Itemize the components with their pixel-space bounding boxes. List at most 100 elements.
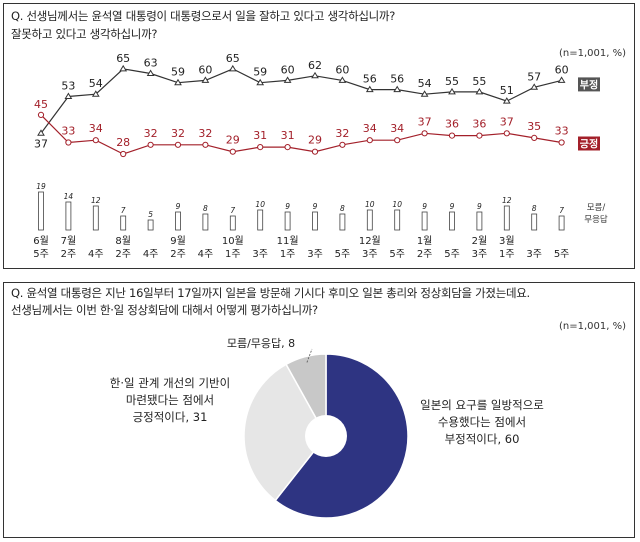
x-tick-week: 5주 [335, 249, 351, 260]
positive-point [476, 132, 483, 139]
positive-slice-label: 긍정적이다, 31 [133, 410, 208, 424]
negative-point [256, 78, 265, 86]
positive-point [558, 139, 565, 146]
positive-value-label: 32 [335, 127, 349, 140]
dk-bar [449, 211, 455, 231]
negative-point [146, 69, 155, 76]
dk-bar [394, 209, 401, 231]
x-tick-month: 10월 [222, 235, 244, 247]
series-line-positive [40, 114, 562, 155]
positive-point [174, 141, 182, 148]
positive-point [531, 134, 538, 141]
dk-bar [312, 211, 318, 231]
negative-value-label: 55 [445, 75, 459, 88]
negative-value-label: 51 [500, 84, 514, 97]
x-tick-week: 2주 [170, 249, 186, 260]
x-tick-month: 1월 [417, 235, 433, 247]
dk-bar [202, 213, 209, 231]
dk-bar-value: 14 [64, 192, 74, 201]
negative-slice-label: 일본의 요구를 일방적으로 [420, 398, 544, 412]
x-tick-month: 2월 [472, 235, 488, 247]
dk-tag-line-1: 모름/ [587, 203, 606, 213]
negative-point [502, 97, 511, 104]
negative-point [420, 90, 429, 97]
positive-value-label: 37 [418, 115, 432, 128]
dk-bar [558, 215, 565, 231]
positive-value-label: 28 [116, 136, 130, 149]
sample-note-2: (n=1,001, %) [558, 321, 626, 332]
x-tick-week: 2주 [115, 249, 131, 260]
negative-value-label: 56 [390, 73, 404, 86]
dk-bar-value: 9 [176, 202, 181, 211]
negative-point [37, 129, 45, 136]
positive-point [503, 130, 510, 137]
x-tick-month: 11월 [277, 235, 299, 247]
negative-value-label: 59 [253, 66, 267, 79]
dk-bar [531, 213, 538, 231]
slice-unknown [285, 353, 327, 439]
dk-bar-value: 12 [91, 196, 101, 205]
dk-bar [257, 209, 264, 231]
negative-point [448, 87, 456, 95]
dk-bar [284, 211, 291, 231]
positive-value-label: 34 [89, 122, 103, 135]
negative-point [557, 76, 566, 83]
positive-point [120, 150, 127, 158]
positive-value-label: 35 [527, 120, 541, 133]
dk-bar-value: 8 [203, 204, 208, 213]
dk-bar-value: 5 [148, 210, 153, 219]
positive-value-label: 36 [472, 118, 486, 131]
positive-point [229, 148, 236, 155]
x-tick-week: 5주 [33, 249, 49, 260]
positive-value-label: 45 [34, 98, 48, 111]
dk-bar-value: 7 [230, 206, 235, 215]
negative-point [201, 76, 210, 83]
dk-bar-value: 10 [392, 200, 402, 209]
x-tick-week: 4주 [198, 249, 214, 260]
negative-point [475, 87, 484, 95]
dk-bar-value: 10 [365, 200, 375, 209]
positive-value-label: 34 [390, 122, 404, 135]
positive-value-label: 33 [61, 125, 75, 138]
unknown-leader-line [306, 348, 313, 363]
dk-bar [175, 211, 181, 231]
negative-value-label: 57 [527, 70, 541, 83]
dk-bar-value: 12 [502, 196, 512, 205]
positive-value-label: 31 [281, 129, 295, 142]
dk-bar [366, 209, 373, 231]
positive-point [202, 141, 209, 148]
negative-point [228, 64, 237, 72]
donut-hole [305, 415, 347, 457]
negative-value-label: 60 [335, 63, 349, 76]
x-tick-week: 3주 [307, 249, 323, 260]
dk-bar-value: 9 [285, 202, 290, 211]
negative-point [283, 76, 292, 83]
x-tick-month: 8월 [115, 235, 131, 247]
positive-point [65, 139, 72, 146]
positive-value-label: 33 [555, 125, 569, 138]
x-tick-month: 3월 [499, 235, 515, 247]
x-tick-week: 3주 [526, 249, 542, 260]
negative-point [174, 78, 182, 86]
negative-point [64, 92, 73, 99]
dk-bar-value: 9 [422, 202, 427, 211]
negative-value-label: 56 [363, 73, 377, 86]
dk-bar-value: 7 [559, 206, 564, 215]
negative-point [338, 76, 347, 83]
negative-slice-label: 수용했다는 점에서 [438, 415, 526, 429]
unknown-slice-label: 모름/무응답, 8 [227, 337, 295, 350]
negative-value-label: 65 [116, 52, 130, 65]
positive-point [147, 141, 154, 148]
dk-tag-line-2: 무응답 [584, 214, 608, 225]
x-tick-week: 4주 [143, 249, 159, 260]
positive-value-label: 34 [363, 122, 377, 135]
x-tick-month: 6월 [33, 235, 49, 247]
series-line-negative [40, 68, 562, 134]
positive-point [448, 132, 456, 139]
negative-point [91, 90, 100, 97]
negative-value-label: 60 [281, 63, 295, 76]
negative-value-label: 62 [308, 59, 322, 72]
negative-value-label: 53 [61, 80, 75, 93]
positive-value-label: 29 [226, 134, 240, 147]
dk-bar [65, 201, 72, 231]
